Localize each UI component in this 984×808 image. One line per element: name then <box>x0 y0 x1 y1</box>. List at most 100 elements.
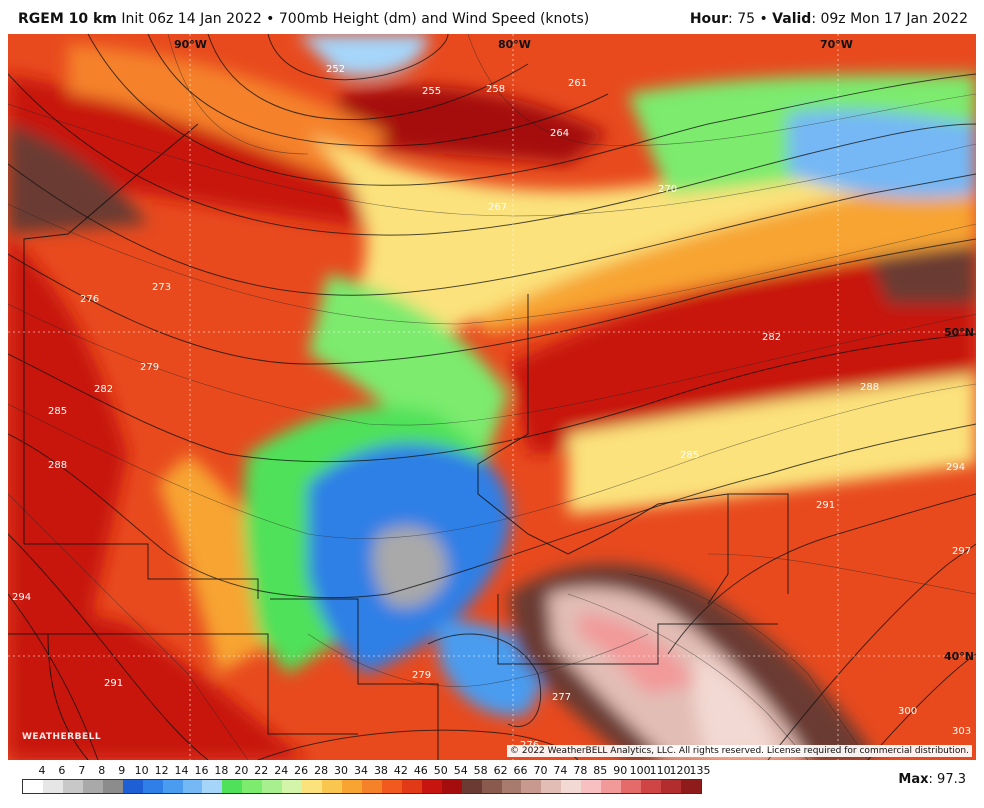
legend-swatch <box>62 780 83 793</box>
legend-swatch <box>641 780 661 793</box>
legend-tick-label: 58 <box>473 764 488 777</box>
copyright-notice: © 2022 WeatherBELL Analytics, LLC. All r… <box>507 745 972 757</box>
legend-tick-label: 78 <box>573 764 588 777</box>
legend-swatch <box>661 780 681 793</box>
legend-swatch <box>621 780 642 793</box>
contour-label: 267 <box>488 202 507 213</box>
legend-swatch <box>421 780 442 793</box>
contour-label: 277 <box>552 692 571 703</box>
legend-tick-label: 7 <box>78 764 86 777</box>
legend-tick-label: 24 <box>274 764 289 777</box>
legend-swatch <box>561 780 582 793</box>
legend-swatch <box>441 780 462 793</box>
legend-swatch <box>461 780 482 793</box>
legend-tick-label: 62 <box>493 764 508 777</box>
max-label: Max <box>898 772 929 787</box>
model-name: RGEM 10 km <box>18 11 117 27</box>
contour-label: 279 <box>412 670 431 681</box>
contour-label: 276 <box>80 294 99 305</box>
legend-swatch <box>42 780 63 793</box>
legend-swatch <box>601 780 622 793</box>
lon-label-70w: 70°W <box>820 38 853 51</box>
contour-label: 255 <box>422 86 441 97</box>
legend-tick-label: 12 <box>154 764 169 777</box>
lon-label-90w: 90°W <box>174 38 207 51</box>
legend-tick-label: 30 <box>334 764 349 777</box>
contour-label: 300 <box>898 706 917 717</box>
max-value: Max: 97.3 <box>898 772 966 787</box>
legend-swatch <box>202 780 223 793</box>
legend-swatch <box>680 780 701 793</box>
legend-tick-label: 135 <box>689 764 711 777</box>
legend-swatch <box>262 780 283 793</box>
legend-tick-label: 85 <box>593 764 608 777</box>
legend-tick-label: 20 <box>234 764 249 777</box>
contour-label: 282 <box>762 332 781 343</box>
legend-swatch <box>122 780 143 793</box>
contour-label: 294 <box>12 592 31 603</box>
legend-swatch <box>322 780 342 793</box>
legend-tick-label: 50 <box>433 764 448 777</box>
legend-swatch <box>182 780 203 793</box>
run-description: Init 06z 14 Jan 2022 • 700mb Height (dm)… <box>121 11 590 27</box>
legend-swatch <box>521 780 542 793</box>
lon-label-80w: 80°W <box>498 38 531 51</box>
legend-tick-label: 18 <box>214 764 229 777</box>
legend-colorbar <box>22 779 702 794</box>
legend-tick-label: 46 <box>413 764 428 777</box>
legend-swatch <box>102 780 123 793</box>
legend-swatch <box>302 780 323 793</box>
legend-swatch <box>541 780 562 793</box>
max-number: : 97.3 <box>928 772 966 787</box>
contour-label: 264 <box>550 128 569 139</box>
legend-tick-label: 38 <box>373 764 388 777</box>
legend-tick-label: 10 <box>134 764 149 777</box>
weather-map: 90°W 80°W 70°W 50°N 40°N 252 255 258 261… <box>8 34 976 760</box>
legend-swatch <box>581 780 602 793</box>
legend-swatch <box>82 780 103 793</box>
lat-label-40n: 40°N <box>944 650 974 663</box>
legend-tick-label: 9 <box>118 764 126 777</box>
legend-tick-label: 16 <box>194 764 209 777</box>
legend-tick-label: 54 <box>453 764 468 777</box>
political-borders <box>8 123 789 760</box>
contour-label: 261 <box>568 78 587 89</box>
legend-swatch <box>242 780 263 793</box>
legend-tick-label: 22 <box>254 764 269 777</box>
legend-tick-label: 8 <box>98 764 106 777</box>
legend-tick-label: 100 <box>629 764 651 777</box>
contour-label: 288 <box>860 382 879 393</box>
legend-swatch <box>381 780 402 793</box>
weatherbell-logo: WEATHERBELL <box>22 732 102 742</box>
legend-swatch <box>282 780 303 793</box>
legend-tick-label: 42 <box>393 764 408 777</box>
contour-label: 270 <box>658 184 677 195</box>
contour-label: 288 <box>48 460 67 471</box>
contour-label: 252 <box>326 64 345 75</box>
legend-tick-label: 26 <box>294 764 309 777</box>
legend-swatch <box>401 780 422 793</box>
legend-tick-label: 90 <box>613 764 628 777</box>
legend-tick-label: 34 <box>354 764 368 777</box>
graticule <box>8 34 976 760</box>
hour-value: : 75 • <box>728 11 773 27</box>
legend-tick-label: 14 <box>174 764 189 777</box>
header-bar: RGEM 10 km Init 06z 14 Jan 2022 • 700mb … <box>0 0 984 34</box>
legend-tick-label: 74 <box>553 764 568 777</box>
contour-label: 303 <box>952 726 971 737</box>
valid-time: Hour: 75 • Valid: 09z Mon 17 Jan 2022 <box>690 11 968 27</box>
title-line: RGEM 10 km Init 06z 14 Jan 2022 • 700mb … <box>18 11 589 27</box>
legend-swatch <box>361 780 382 793</box>
hour-label: Hour <box>689 11 729 27</box>
legend-tick-label: 120 <box>669 764 691 777</box>
legend-tick-label: 110 <box>649 764 671 777</box>
legend-tick-label: 6 <box>58 764 66 777</box>
legend-tick-label: 70 <box>533 764 548 777</box>
legend-tick-label: 4 <box>38 764 46 777</box>
contour-label: 258 <box>486 84 505 95</box>
contour-label: 273 <box>152 282 171 293</box>
valid-label: Valid <box>772 11 812 27</box>
legend-ticks: 4 6 7 8 9 10 12 14 16 18 20 22 24 26 28 30 34 38 42 46 50 54 5… <box>22 764 710 778</box>
contour-label: 282 <box>94 384 113 395</box>
wind-streamlines <box>8 34 976 760</box>
